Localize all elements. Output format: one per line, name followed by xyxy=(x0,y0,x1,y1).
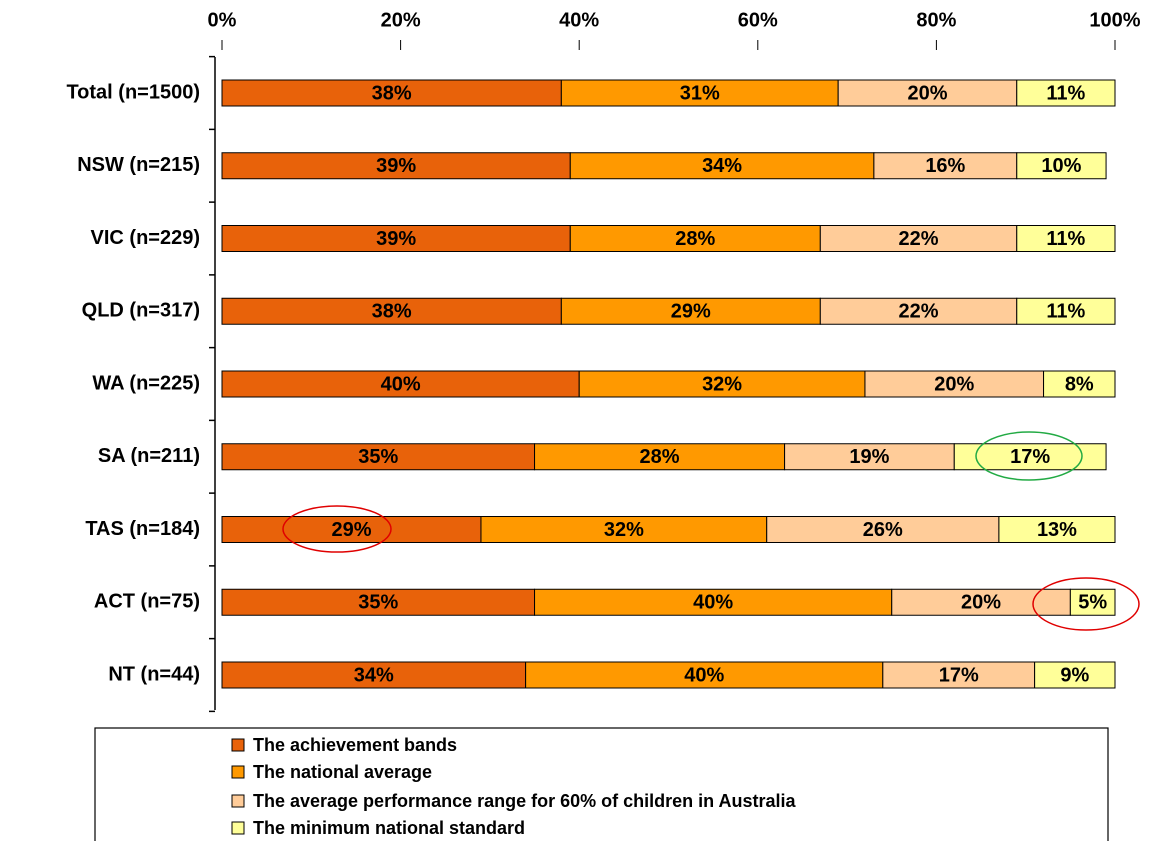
x-tick-label: 20% xyxy=(381,9,421,31)
data-label: 39% xyxy=(376,155,416,177)
data-label: 40% xyxy=(381,373,421,395)
legend-label: The average performance range for 60% of… xyxy=(253,791,796,811)
bar-segment xyxy=(221,443,536,471)
data-label: 39% xyxy=(376,228,416,250)
data-label: 20% xyxy=(961,592,1001,614)
bar-segment xyxy=(882,661,1036,689)
data-label: 29% xyxy=(331,519,371,541)
x-tick-label: 80% xyxy=(916,9,956,31)
data-label: 38% xyxy=(372,301,412,323)
data-label: 32% xyxy=(604,519,644,541)
bar-segment xyxy=(569,152,875,180)
data-label: 38% xyxy=(372,82,412,104)
data-label: 9% xyxy=(1060,664,1089,686)
bar-segment xyxy=(221,370,580,398)
data-label: 40% xyxy=(693,592,733,614)
data-label: 11% xyxy=(1046,82,1085,104)
data-label: 16% xyxy=(925,155,965,177)
bar-segment xyxy=(784,443,955,471)
bar-segment xyxy=(480,516,768,543)
bar-segment xyxy=(873,152,1018,180)
bar-segment xyxy=(1016,225,1116,252)
bar-segment xyxy=(221,661,527,689)
legend-label: The minimum national standard xyxy=(253,818,525,838)
data-label: 26% xyxy=(863,519,903,541)
data-label: 5% xyxy=(1078,592,1107,614)
bar-segment xyxy=(221,225,571,252)
annotation-ellipse xyxy=(282,505,392,553)
x-tick-label: 40% xyxy=(559,9,599,31)
data-label: 35% xyxy=(358,592,398,614)
bar-segment xyxy=(221,79,562,107)
annotation-ellipse xyxy=(975,431,1083,481)
legend-swatch xyxy=(231,821,245,835)
bar-segment xyxy=(1034,661,1116,689)
legend-label: The achievement bands xyxy=(253,735,457,755)
y-tick-label: WA (n=225) xyxy=(92,372,200,394)
data-label: 32% xyxy=(702,373,742,395)
bar-segment xyxy=(525,661,884,689)
legend-box xyxy=(94,727,1109,841)
bar-segment xyxy=(1016,79,1116,107)
data-label: 20% xyxy=(934,373,974,395)
y-tick-label: SA (n=211) xyxy=(98,445,200,467)
data-label: 31% xyxy=(680,82,720,104)
data-label: 28% xyxy=(640,446,680,468)
bar-segment xyxy=(1043,370,1116,398)
x-tick-label: 60% xyxy=(738,9,778,31)
data-label: 22% xyxy=(899,228,939,250)
bar-segment xyxy=(569,225,821,252)
bar-segment xyxy=(534,443,786,471)
data-label: 35% xyxy=(358,446,398,468)
bar-segment xyxy=(819,297,1018,325)
y-tick-label: NT (n=44) xyxy=(108,663,200,685)
data-label: 11% xyxy=(1046,301,1085,323)
y-tick-label: TAS (n=184) xyxy=(85,518,200,540)
plot: 0% 20% 40% 60% 80% 100% Total (n=1500) 38% 31% 20… xyxy=(66,9,1140,837)
legend-swatch xyxy=(231,794,245,808)
bar-segment xyxy=(1016,152,1107,180)
bar-segment xyxy=(891,588,1071,616)
bar-segment xyxy=(998,516,1116,543)
x-tick-label: 100% xyxy=(1089,9,1140,31)
data-label: 20% xyxy=(907,82,947,104)
y-tick-label: ACT (n=75) xyxy=(94,591,200,613)
legend-label: The national average xyxy=(253,762,432,782)
data-label: 10% xyxy=(1041,155,1081,177)
bar-segment xyxy=(766,516,1000,543)
bar-segment xyxy=(578,370,866,398)
bar-segment xyxy=(819,225,1018,252)
data-label: 13% xyxy=(1037,519,1077,541)
legend-swatch xyxy=(231,765,245,779)
data-label: 17% xyxy=(1010,446,1050,468)
y-tick-label: QLD (n=317) xyxy=(82,300,200,322)
bar-segment xyxy=(864,370,1045,398)
data-label: 8% xyxy=(1065,373,1094,395)
data-label: 29% xyxy=(671,301,711,323)
data-label: 17% xyxy=(939,664,979,686)
data-label: 11% xyxy=(1046,228,1085,250)
data-label: 34% xyxy=(702,155,742,177)
legend-swatch xyxy=(231,738,245,752)
y-tick-label: VIC (n=229) xyxy=(91,227,200,249)
y-tick-label: NSW (n=215) xyxy=(77,154,200,176)
annotation-ellipse xyxy=(1032,577,1140,631)
bar-segment xyxy=(221,516,482,543)
data-label: 34% xyxy=(354,664,394,686)
bar-segment xyxy=(837,79,1018,107)
bar-segment xyxy=(1069,588,1116,616)
data-label: 40% xyxy=(684,664,724,686)
x-tick-label: 0% xyxy=(208,9,237,31)
data-label: 19% xyxy=(849,446,889,468)
data-label: 28% xyxy=(675,228,715,250)
bar-segment xyxy=(1016,297,1116,325)
y-tick-label: Total (n=1500) xyxy=(66,81,200,103)
data-label: 22% xyxy=(899,301,939,323)
bar-segment xyxy=(221,588,536,616)
